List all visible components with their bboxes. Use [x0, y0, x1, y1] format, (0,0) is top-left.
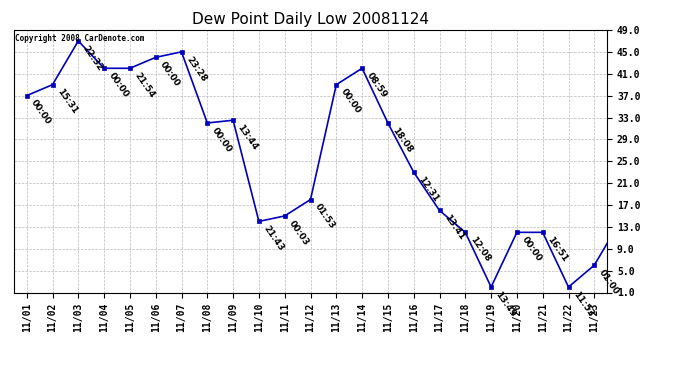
Text: 12:31: 12:31	[417, 175, 440, 204]
Text: 13:49: 13:49	[494, 290, 518, 319]
Text: 08:59: 08:59	[365, 71, 388, 100]
Text: 15:31: 15:31	[55, 87, 79, 116]
Text: 11:53: 11:53	[571, 290, 595, 318]
Text: 00:00: 00:00	[520, 235, 543, 263]
Text: 21:43: 21:43	[262, 224, 286, 253]
Text: 13:44: 13:44	[236, 123, 260, 152]
Text: 01:53: 01:53	[313, 202, 337, 231]
Text: 00:00: 00:00	[339, 87, 362, 116]
Text: 01:27: 01:27	[0, 374, 1, 375]
Text: 00:03: 00:03	[288, 219, 311, 247]
Text: 12:08: 12:08	[468, 235, 492, 264]
Text: 21:54: 21:54	[132, 71, 157, 100]
Text: 00:00: 00:00	[210, 126, 234, 154]
Text: 23:28: 23:28	[184, 55, 208, 83]
Text: 13:41: 13:41	[442, 213, 466, 242]
Text: 00:00: 00:00	[30, 98, 53, 127]
Text: 00:00: 00:00	[159, 60, 182, 88]
Text: 18:08: 18:08	[391, 126, 415, 154]
Text: 16:51: 16:51	[546, 235, 569, 264]
Text: 22:32: 22:32	[81, 44, 105, 72]
Text: Copyright 2008 CarDenote.com: Copyright 2008 CarDenote.com	[15, 34, 144, 43]
Text: 00:00: 00:00	[107, 71, 130, 99]
Text: 01:00: 01:00	[597, 268, 620, 296]
Title: Dew Point Daily Low 20081124: Dew Point Daily Low 20081124	[192, 12, 429, 27]
